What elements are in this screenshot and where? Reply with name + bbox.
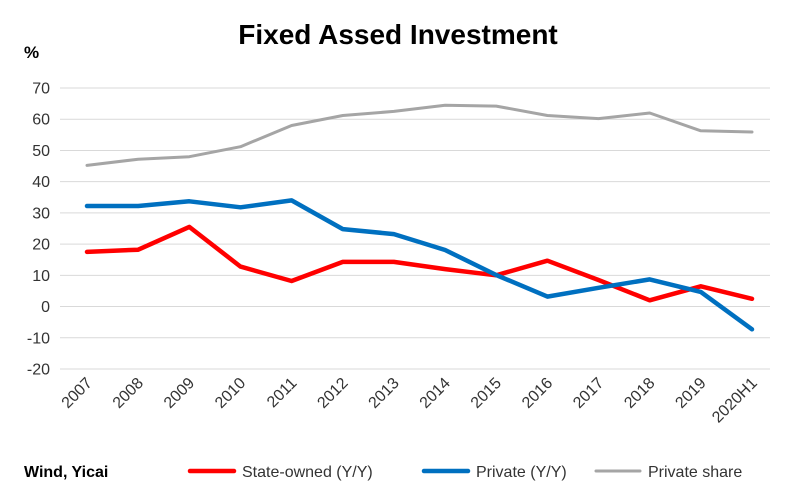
x-tick-label-2017: 2017 <box>570 375 607 412</box>
source-label: Wind, Yicai <box>24 464 108 481</box>
x-tick-label-2016: 2016 <box>519 375 556 412</box>
y-tick-label-20: 20 <box>32 237 50 254</box>
gridlines <box>60 87 770 370</box>
legend-label-private-share: Private share <box>648 464 742 481</box>
y-axis-ticks: -20 -10 0 10 20 30 40 50 60 70 <box>27 81 50 379</box>
x-tick-label-2013: 2013 <box>366 375 403 412</box>
x-tick-label-2020H1: 2020H1 <box>709 375 761 427</box>
x-tick-label-2008: 2008 <box>110 375 147 412</box>
legend-label-state-owned-y-y: State-owned (Y/Y) <box>242 464 373 481</box>
y-tick-label-0: 0 <box>41 299 50 316</box>
y-axis-unit-label: % <box>24 43 39 62</box>
y-tick-label-40: 40 <box>32 174 50 191</box>
x-tick-label-2010: 2010 <box>212 375 249 412</box>
x-tick-label-2015: 2015 <box>468 375 505 412</box>
x-tick-label-2019: 2019 <box>672 375 709 412</box>
x-axis-ticks: 2007 2008 2009 2010 2011 2012 2013 2014 2015 2016… <box>59 375 761 427</box>
y-tick-label-10: 10 <box>32 268 50 285</box>
y-tick-label-30: 30 <box>32 205 50 222</box>
y-tick-label-70: 70 <box>32 81 50 98</box>
chart-title: Fixed Assed Investment <box>238 19 558 50</box>
y-tick-label-60: 60 <box>32 112 50 129</box>
series-lines <box>84 103 755 332</box>
y-tick-label--20: -20 <box>27 362 50 379</box>
y-tick-label-50: 50 <box>32 143 50 160</box>
legend-label-private-y-y: Private (Y/Y) <box>476 464 567 481</box>
x-tick-label-2011: 2011 <box>264 375 300 411</box>
series-line-private-share <box>85 103 754 167</box>
x-tick-label-2007: 2007 <box>59 375 96 412</box>
series-line-state-owned-y-y <box>84 224 755 303</box>
series-line-private-y-y <box>84 198 755 332</box>
x-tick-label-2014: 2014 <box>417 375 454 412</box>
x-tick-label-2009: 2009 <box>161 375 198 412</box>
legend: State-owned (Y/Y) Private (Y/Y) Private sh… <box>187 464 742 481</box>
y-tick-label--10: -10 <box>27 330 50 347</box>
x-tick-label-2012: 2012 <box>314 375 351 412</box>
x-tick-label-2018: 2018 <box>621 375 658 412</box>
